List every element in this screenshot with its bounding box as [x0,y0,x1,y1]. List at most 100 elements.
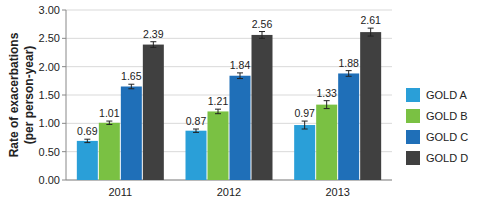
error-cap [150,47,156,48]
error-bar [128,84,134,89]
tick-label: 3.00 [39,4,60,16]
bar [208,111,229,180]
error-cap [193,129,199,130]
data-label: 1.88 [338,57,359,69]
bar [230,76,251,180]
error-cap [84,142,90,143]
error-bar [150,42,156,48]
error-stem [218,109,219,114]
legend-swatch [406,130,420,144]
error-stem [326,101,327,109]
data-label: 1.33 [316,87,337,99]
error-cap [193,132,199,133]
bar [360,32,381,180]
error-cap [368,28,374,29]
grid-line [66,10,392,11]
data-label: 0.87 [186,115,207,127]
error-cap [302,129,308,130]
error-bar [84,139,90,142]
error-stem [87,139,88,142]
legend-swatch [406,88,420,102]
tick-label: 2.00 [39,61,60,73]
data-label: 1.84 [230,59,251,71]
error-cap [259,38,265,39]
bar [294,125,315,180]
error-cap [106,124,112,125]
error-cap [215,109,221,110]
marks [77,28,381,180]
data-label: 2.61 [360,14,381,26]
error-bar [259,32,265,39]
tick-mark [62,180,66,181]
bar [99,123,120,180]
legend: GOLD A GOLD B GOLD C GOLD D [406,88,468,165]
data-labels: 0.691.01 1.65 2.39 0.871.21 1.84 2.56 0.971.33… [77,14,381,137]
error-stem [153,42,154,48]
bar [143,45,164,180]
error-stem [370,28,371,36]
error-cap [128,88,134,89]
axis-title: (per person-year) [22,46,36,145]
bar [121,87,142,181]
error-cap [346,70,352,71]
error-stem [304,121,305,129]
data-label: 2.39 [143,28,164,40]
category-label: 2012 [217,186,241,198]
category-label: 2013 [325,186,349,198]
error-cap [259,31,265,32]
tick-mark [62,151,66,152]
tick-label: 0.50 [39,146,60,158]
error-cap [324,100,330,101]
error-stem [196,129,197,132]
error-bar [237,73,243,79]
legend-label: GOLD A [426,89,468,101]
data-label: 0.97 [294,107,315,119]
tick-mark [62,66,66,67]
tick-mark [62,10,66,11]
bar [252,35,273,180]
legend-label: GOLD B [426,110,468,122]
error-cap [302,121,308,122]
legend-swatch [406,151,420,165]
tick-label: 0.00 [39,174,60,186]
axis-title: Rate of exacerbations [7,32,21,157]
error-stem [240,73,241,79]
error-bar [368,28,374,36]
legend-swatch [406,109,420,123]
bar [186,131,207,180]
error-cap [237,78,243,79]
data-label: 1.21 [208,95,229,107]
category-label: 2011 [109,186,133,198]
error-cap [346,76,352,77]
data-label: 1.01 [99,107,120,119]
y-axis [66,10,67,180]
error-cap [215,113,221,114]
grid-line [66,38,392,39]
legend-label: GOLD C [426,131,468,143]
error-cap [84,139,90,140]
data-label: 0.69 [77,125,98,137]
error-stem [348,71,349,77]
error-bar [215,109,221,114]
error-bar [193,129,199,132]
error-cap [150,41,156,42]
data-label: 2.56 [252,18,273,30]
error-bar [106,121,112,124]
error-cap [128,84,134,85]
tick-mark [62,123,66,124]
error-cap [237,72,243,73]
tick-label: 1.00 [39,117,60,129]
legend-label: GOLD D [426,152,468,164]
bar [316,105,337,180]
error-cap [368,36,374,37]
error-cap [324,108,330,109]
error-cap [106,121,112,122]
error-bar [324,101,330,109]
error-stem [109,121,110,124]
tick-label: 2.50 [39,32,60,44]
error-bar [302,121,308,129]
chart: 0.000.501.001.502.002.503.00Rate of exac… [0,0,500,208]
bar [338,73,359,180]
data-label: 1.65 [121,70,142,82]
error-stem [131,84,132,89]
